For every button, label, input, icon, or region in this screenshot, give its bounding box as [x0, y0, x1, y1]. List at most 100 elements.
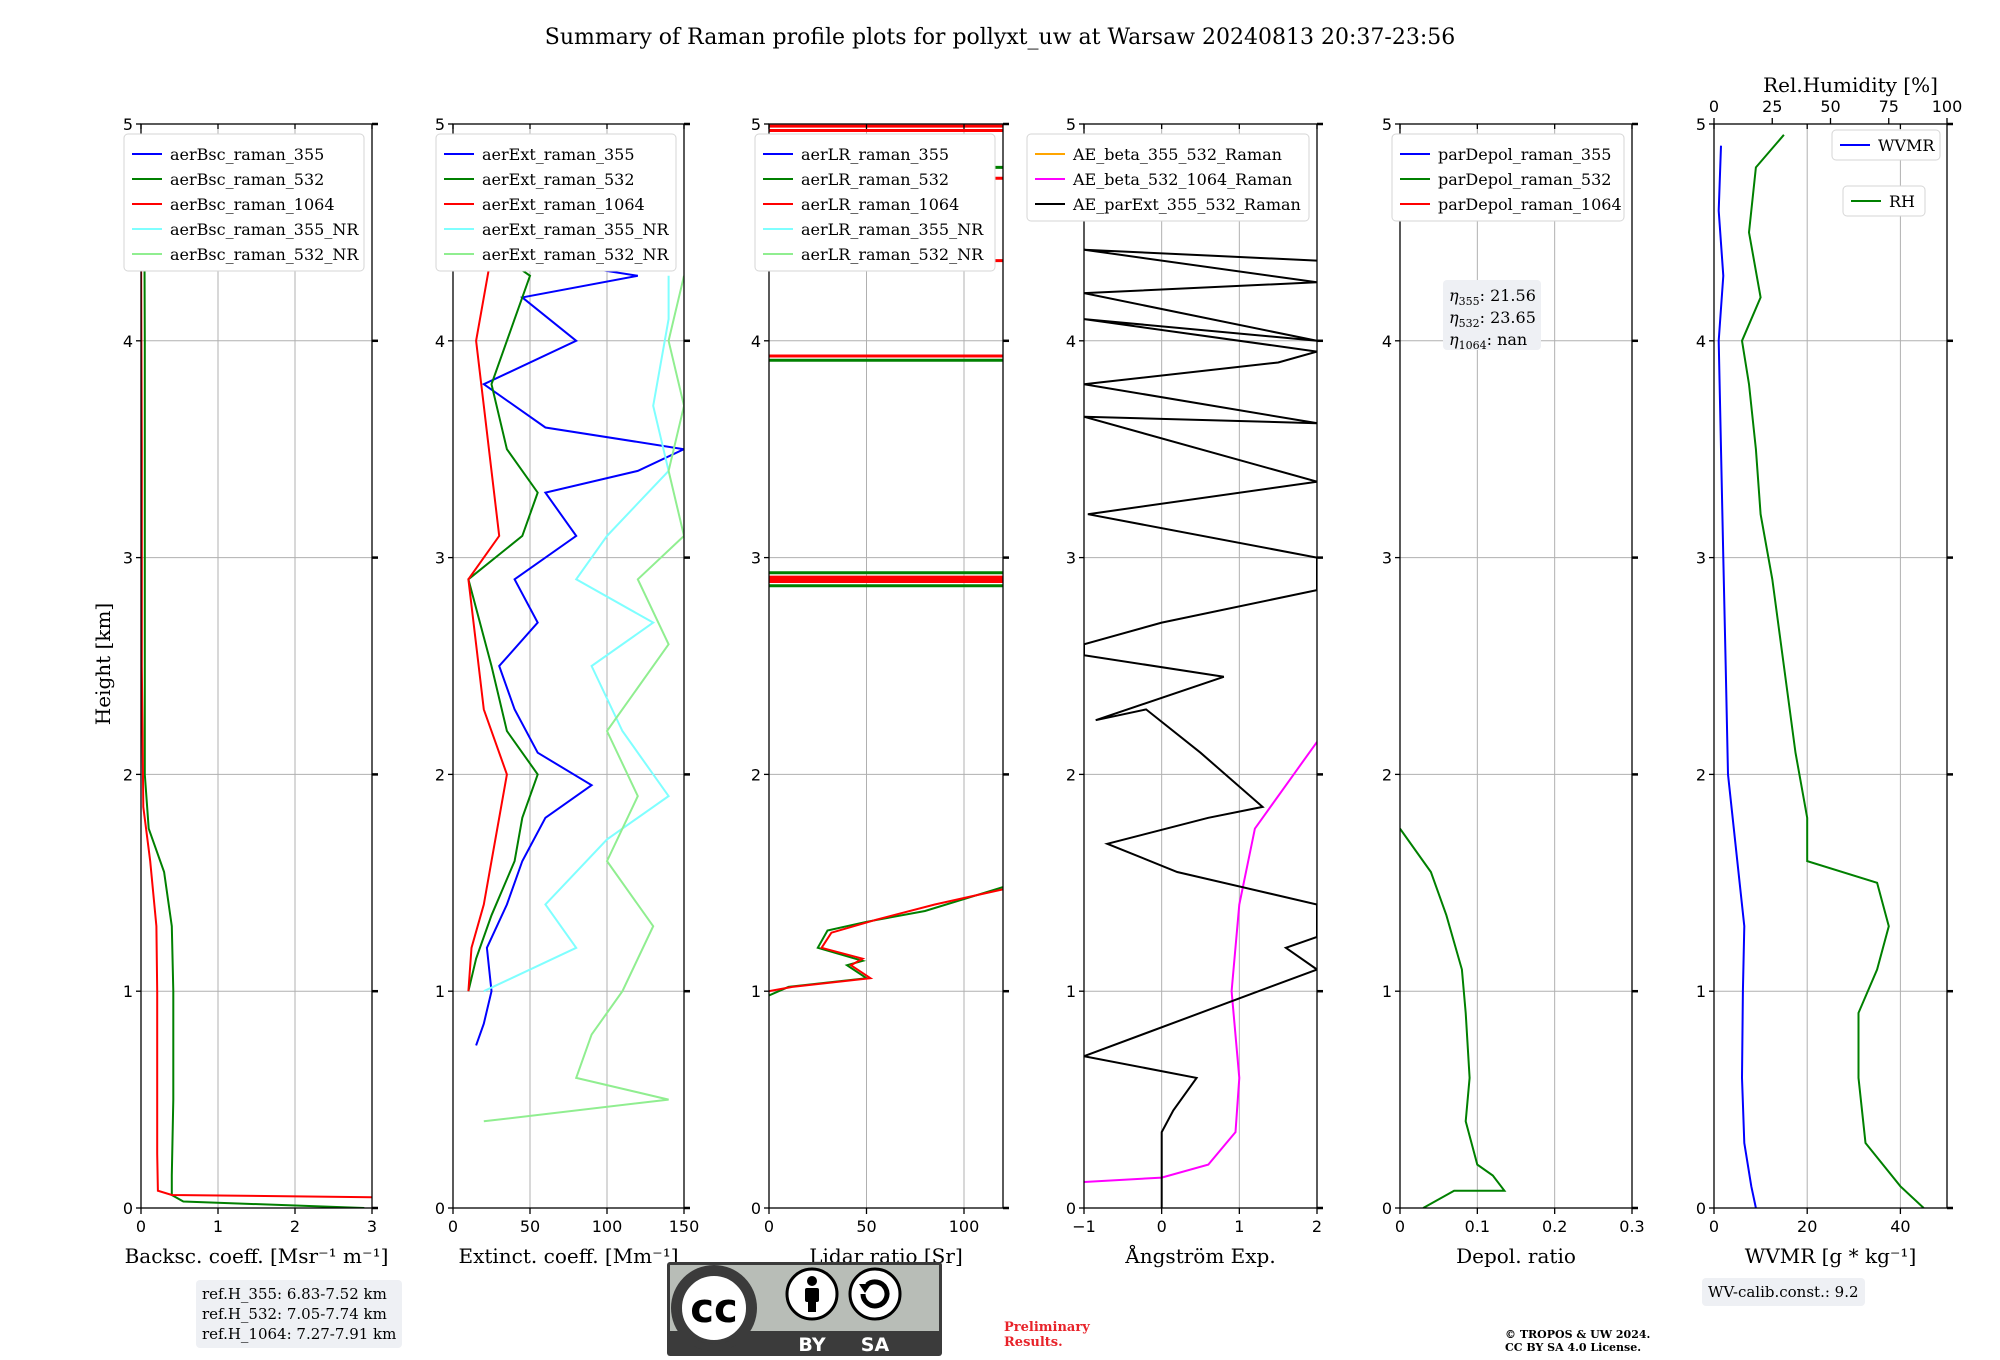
- x-tick-label: 20: [1797, 1217, 1817, 1236]
- y-tick-label: 2: [1696, 765, 1706, 784]
- series-line-RH: [1740, 134, 1925, 1208]
- x-tick-label: 0: [1395, 1217, 1405, 1236]
- x-tick-label: 0: [448, 1217, 458, 1236]
- x-tick-label: 0.1: [1465, 1217, 1490, 1236]
- series-line-aerExt_raman_532: [467, 253, 539, 992]
- y-tick-label: 0: [123, 1199, 133, 1218]
- y-tick-label: 5: [435, 115, 445, 134]
- series-line-parDepol_raman_532: [1400, 828, 1507, 1208]
- x-tick-label: 40: [1890, 1217, 1910, 1236]
- x-axis-label: Backsc. coeff. [Msr⁻¹ m⁻¹]: [125, 1244, 389, 1268]
- x-tick-label: 0.3: [1619, 1217, 1644, 1236]
- y-tick-label: 2: [1382, 765, 1392, 784]
- x2-axis-label: Rel.Humidity [%]: [1763, 73, 1938, 97]
- x-tick-label: 2: [290, 1217, 300, 1236]
- reference-height-box: ref.H_355: 6.83-7.52 km ref.H_532: 7.05-…: [196, 1280, 403, 1348]
- y-tick-label: 3: [1696, 549, 1706, 568]
- panel-6: 0 20 40 0 1 2 3 4 5 WVMR [g * kg⁻¹] 0 25 50 75 100Rel.…: [1696, 73, 1962, 1268]
- by-label: BY: [798, 1334, 825, 1356]
- y-tick-label: 5: [751, 115, 761, 134]
- y-axis-label: Height [km]: [91, 603, 115, 725]
- legend-entry: parDepol_raman_355: [1438, 145, 1611, 164]
- preliminary-note: Preliminary Results.: [1004, 1320, 1090, 1350]
- x-tick-label: 0.2: [1542, 1217, 1567, 1236]
- x-axis-label: WVMR [g * kg⁻¹]: [1745, 1244, 1917, 1268]
- preliminary-line-1: Preliminary: [1004, 1320, 1090, 1335]
- series-line-AE_beta_532_1064_Raman: [1084, 741, 1317, 1183]
- series-line-WVMR: [1717, 145, 1757, 1208]
- y-tick-label: 3: [123, 549, 133, 568]
- legend-entry: AE_parExt_355_532_Raman: [1072, 195, 1301, 214]
- panel-5: 0 0.1 0.2 0.3 0 1 2 3 4 5 Depol. ratio parDepol_ram…: [1382, 115, 1645, 1268]
- legend-box: [1831, 129, 1941, 161]
- legend-entry: AE_beta_355_532_Raman: [1072, 145, 1282, 164]
- series-line-aerBsc_raman_1064: [141, 232, 372, 1199]
- legend-entry: aerBsc_raman_532_NR: [170, 245, 359, 264]
- sa-label: SA: [861, 1334, 890, 1356]
- legend-entry: AE_beta_532_1064_Raman: [1072, 170, 1292, 189]
- x-axis-label: Extinct. coeff. [Mm⁻¹]: [458, 1244, 678, 1268]
- legend-box: [435, 133, 677, 272]
- copyright-note: © TROPOS & UW 2024. CC BY SA 4.0 License…: [1505, 1328, 1650, 1354]
- y-tick-label: 4: [1696, 332, 1706, 351]
- legend-entry: aerExt_raman_355: [482, 145, 635, 164]
- figure-title: Summary of Raman profile plots for polly…: [545, 25, 1455, 50]
- legend-entry: aerLR_raman_355_NR: [801, 220, 984, 239]
- x2-tick-label: 0: [1709, 97, 1719, 116]
- legend-entry: aerExt_raman_1064: [482, 195, 645, 214]
- x-tick-label: 0: [136, 1217, 146, 1236]
- y-tick-label: 1: [751, 982, 761, 1001]
- x-tick-label: 1: [1234, 1217, 1244, 1236]
- x2-tick-label: 25: [1762, 97, 1782, 116]
- x-tick-label: 50: [520, 1217, 540, 1236]
- y-tick-label: 3: [1382, 549, 1392, 568]
- copyright-line-2: CC BY SA 4.0 License.: [1505, 1341, 1642, 1354]
- x-tick-label: 1: [213, 1217, 223, 1236]
- ref-height-532: ref.H_532: 7.05-7.74 km: [202, 1305, 387, 1323]
- x-tick-label: 0: [1709, 1217, 1719, 1236]
- wv-calib-text: WV-calib.const.: 9.2: [1708, 1283, 1859, 1301]
- share-alike-icon: [848, 1267, 902, 1321]
- legend-box: [1842, 185, 1926, 217]
- legend-box: [1391, 133, 1625, 222]
- legend-entry: aerBsc_raman_532: [170, 170, 324, 189]
- axes-frame: [1713, 123, 1948, 1209]
- x2-tick-label: 75: [1879, 97, 1899, 116]
- y-tick-label: 0: [751, 1199, 761, 1218]
- legend-entry: aerExt_raman_532_NR: [482, 245, 670, 264]
- legend-entry: aerBsc_raman_1064: [170, 195, 335, 214]
- preliminary-line-2: Results.: [1004, 1335, 1063, 1350]
- series-line-AE_parExt_355_532_Raman: [1084, 248, 1317, 1208]
- legend-box: [123, 133, 365, 272]
- y-tick-label: 5: [1066, 115, 1076, 134]
- copyright-line-1: © TROPOS & UW 2024.: [1505, 1328, 1651, 1341]
- y-tick-label: 2: [751, 765, 761, 784]
- legend-entry: parDepol_raman_532: [1438, 170, 1611, 189]
- legend-entry: aerLR_raman_532_NR: [801, 245, 984, 264]
- legend-entry: WVMR: [1878, 136, 1935, 155]
- x-tick-label: 150: [669, 1217, 700, 1236]
- x-tick-label: 100: [949, 1217, 980, 1236]
- x-tick-label: 50: [856, 1217, 876, 1236]
- series-line-aerExt_raman_1064: [467, 253, 508, 992]
- y-tick-label: 4: [435, 332, 445, 351]
- y-tick-label: 3: [1066, 549, 1076, 568]
- y-tick-label: 4: [751, 332, 761, 351]
- legend-entry: parDepol_raman_1064: [1438, 195, 1622, 214]
- wv-calibration-box: WV-calib.const.: 9.2: [1702, 1278, 1865, 1306]
- cc-license-badge: cc BY SA: [667, 1262, 942, 1356]
- y-tick-label: 4: [1382, 332, 1392, 351]
- y-tick-label: 2: [435, 765, 445, 784]
- y-tick-label: 1: [1696, 982, 1706, 1001]
- ref-height-1064: ref.H_1064: 7.27-7.91 km: [202, 1325, 397, 1343]
- x-axis-label: Depol. ratio: [1456, 1244, 1576, 1268]
- series-line-aerLR_raman_1064: [769, 888, 1003, 993]
- x2-tick-label: 100: [1932, 97, 1963, 116]
- legend-entry: aerExt_raman_532: [482, 170, 635, 189]
- axes-frame: [452, 123, 685, 1209]
- axes-frame: [140, 123, 373, 1209]
- y-tick-label: 1: [1382, 982, 1392, 1001]
